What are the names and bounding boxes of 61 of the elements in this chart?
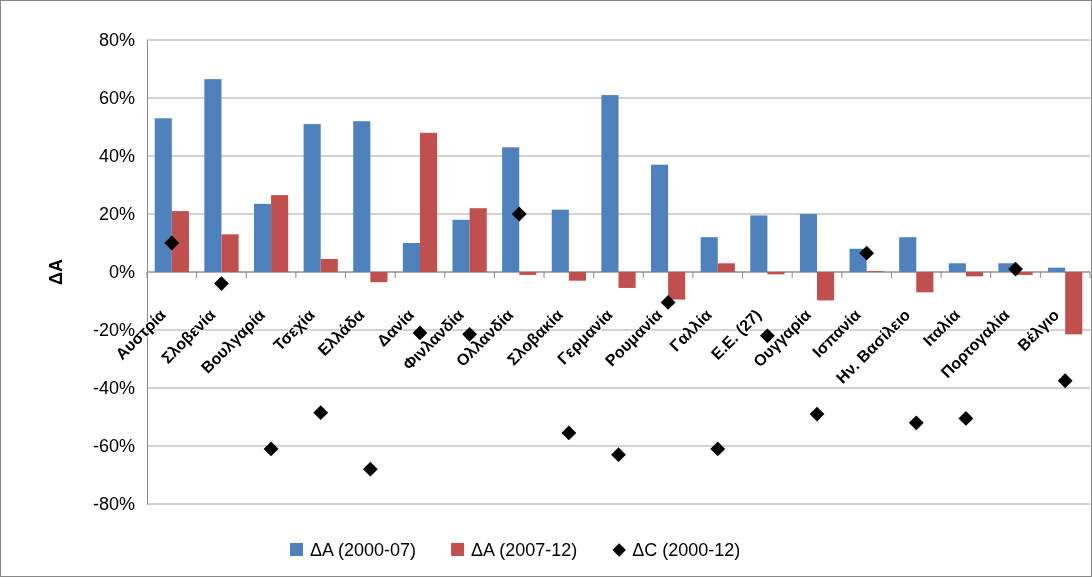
point	[214, 276, 229, 292]
bar	[948, 263, 966, 272]
bar	[965, 272, 984, 277]
bar	[651, 164, 669, 272]
legend-label: ΔΑ (2007-12)	[471, 540, 578, 560]
y-tick-label: 0%	[108, 262, 135, 283]
y-tick-label: 60%	[98, 88, 135, 109]
bar	[899, 237, 917, 272]
bar	[717, 263, 735, 272]
point	[263, 441, 279, 457]
bar	[452, 219, 470, 272]
point	[511, 206, 527, 222]
bar	[799, 214, 818, 272]
bar	[916, 272, 934, 293]
point	[908, 415, 924, 431]
bar	[154, 118, 172, 272]
point	[809, 406, 825, 422]
bar	[253, 203, 272, 272]
bar	[817, 272, 835, 301]
bar	[750, 215, 768, 272]
y-tick-label: -60%	[92, 436, 135, 457]
bar	[469, 208, 487, 272]
bar	[618, 272, 636, 288]
point	[1008, 261, 1023, 277]
bar	[502, 147, 520, 272]
y-tick-label: -40%	[92, 378, 135, 399]
bar	[353, 121, 371, 272]
legend-label: ΔC (2000-12)	[632, 540, 741, 560]
point	[313, 405, 329, 421]
legend-label: ΔΑ (2000-07)	[310, 540, 417, 560]
bar	[320, 258, 338, 272]
bar	[419, 132, 438, 272]
point	[1057, 373, 1073, 389]
point	[958, 411, 974, 426]
bar	[1065, 272, 1083, 335]
bar	[204, 79, 222, 272]
bar	[171, 211, 189, 272]
bar	[767, 272, 785, 275]
y-tick-label: 40%	[98, 146, 135, 167]
bar	[700, 237, 718, 272]
bar	[668, 272, 686, 300]
point	[362, 461, 378, 477]
bar	[402, 243, 420, 272]
y-tick-label: 80%	[98, 30, 135, 51]
point	[660, 295, 676, 310]
point	[611, 447, 626, 463]
bar	[601, 95, 619, 272]
bar	[1048, 267, 1066, 272]
bar	[271, 195, 289, 272]
y-axis-title: ΔΑ	[46, 259, 66, 285]
point	[710, 441, 726, 457]
bar	[370, 272, 388, 283]
bar	[568, 272, 586, 281]
y-tick-label: -80%	[92, 494, 135, 515]
bar	[519, 272, 537, 275]
y-tick-label: 20%	[98, 204, 135, 225]
point	[859, 245, 875, 261]
bar	[303, 124, 321, 272]
bar	[551, 209, 569, 272]
point	[561, 425, 577, 441]
bar	[221, 234, 239, 272]
